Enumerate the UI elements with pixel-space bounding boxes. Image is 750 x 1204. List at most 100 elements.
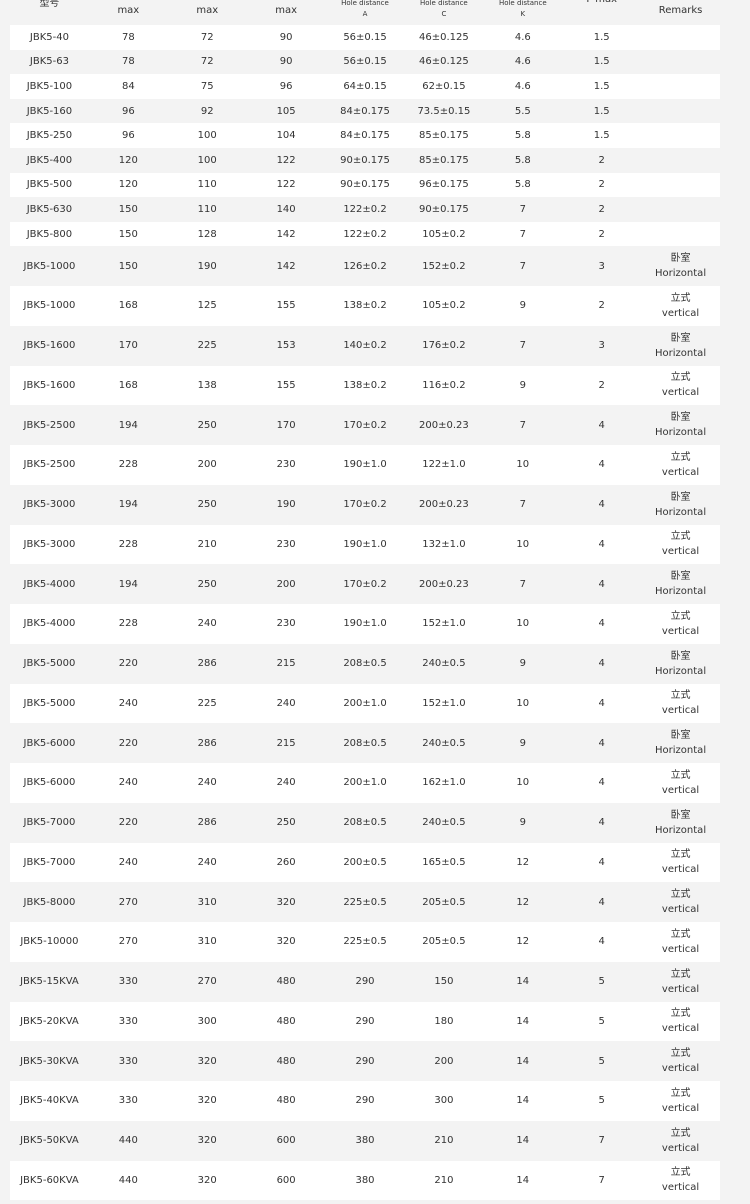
- table-cell: 5: [598, 976, 605, 988]
- header-label: Remarks: [658, 5, 703, 16]
- table-row: JBK5-3000 194 250 190 170±0.2 200±0.23 7 4 卧室 Hor…: [10, 484, 720, 525]
- table-cell: 230: [276, 459, 296, 471]
- table-cell: 320: [197, 1095, 217, 1107]
- table-cell: 122±0.2: [343, 228, 387, 240]
- table-cell: 122: [276, 154, 296, 166]
- remarks-cell: 卧室 Horizontal: [641, 410, 720, 440]
- header-label: max: [275, 5, 298, 16]
- table-cell: 480: [276, 1015, 296, 1027]
- table-cell: 7: [598, 1174, 605, 1186]
- remark-cn: 卧室: [670, 809, 691, 821]
- table-cell: 56±0.15: [343, 56, 387, 68]
- table-cell: JBK5-3000: [23, 499, 76, 511]
- table-cell: 150: [118, 203, 138, 215]
- remarks-cell: 立式 vertical: [641, 967, 720, 997]
- table-cell: 210: [434, 1174, 454, 1186]
- table-cell: JBK5-40: [29, 31, 69, 43]
- table-cell: 270: [118, 896, 138, 908]
- table-cell: 5: [598, 1015, 605, 1027]
- table-row: JBK5-20KVA 330 300 480 290 180 14 5 立式 vertical: [10, 1001, 720, 1042]
- table-cell: 228: [118, 618, 138, 630]
- table-cell: 7: [519, 340, 526, 352]
- remarks-cell: 立式 vertical: [641, 847, 720, 877]
- table-cell: JBK5-160: [26, 105, 73, 117]
- table-cell: 116±0.2: [422, 379, 466, 391]
- table-cell: 240: [197, 856, 217, 868]
- table-cell: 168: [118, 300, 138, 312]
- remark-en: Horizontal: [655, 506, 707, 518]
- header-cell: Hole distance C: [404, 0, 483, 25]
- table-cell: JBK5-4000: [23, 578, 76, 590]
- table-cell: 190±1.0: [343, 538, 387, 550]
- table-cell: 14: [516, 976, 530, 988]
- table-cell: 100: [197, 154, 217, 166]
- table-cell: 190±1.0: [343, 618, 387, 630]
- table-cell: 225: [197, 340, 217, 352]
- table-cell: JBK5-4000: [23, 618, 76, 630]
- table-cell: 270: [197, 976, 217, 988]
- remark-en: Horizontal: [655, 268, 707, 280]
- table-cell: 4: [598, 856, 605, 868]
- table-cell: 14: [516, 1135, 530, 1147]
- table-cell: 300: [434, 1095, 454, 1107]
- table-cell: 110: [197, 179, 217, 191]
- remark-en: vertical: [661, 546, 700, 558]
- remark-cn: 立式: [670, 1087, 691, 1099]
- remark-cn: 立式: [670, 292, 691, 304]
- remark-en: vertical: [661, 784, 700, 796]
- table-cell: 480: [276, 1095, 296, 1107]
- table-cell: 290: [355, 976, 375, 988]
- table-cell: 10: [516, 459, 530, 471]
- table-cell: 250: [197, 419, 217, 431]
- table-row: JBK5-10000 270 310 320 225±0.5 205±0.5 12 4 立式 ve…: [10, 922, 720, 962]
- table-cell: 240: [118, 777, 138, 789]
- table-cell: JBK5-8000: [23, 896, 76, 908]
- table-cell: 10: [516, 697, 530, 709]
- table-cell: 4: [598, 936, 605, 948]
- table-cell: 84±0.175: [340, 105, 390, 117]
- table-cell: 1.5: [593, 31, 610, 43]
- remarks-cell: 立式 vertical: [641, 291, 720, 321]
- remarks-cell: 立式 vertical: [641, 1126, 720, 1156]
- table-cell: 190: [197, 260, 217, 272]
- table-cell: 310: [197, 896, 217, 908]
- table-cell: 270: [118, 936, 138, 948]
- remark-cn: 立式: [670, 451, 691, 463]
- table-cell: 2: [598, 203, 605, 215]
- table-row: JBK5-1000 150 190 142 126±0.2 152±0.2 7 3 卧室 Hori…: [10, 246, 720, 287]
- table-cell: 240±0.5: [422, 658, 466, 670]
- table-cell: 200: [197, 459, 217, 471]
- table-row: JBK5-1600 168 138 155 138±0.2 116±0.2 9 2 立式 vert…: [10, 365, 720, 406]
- table-cell: 90: [279, 31, 293, 43]
- table-cell: 7: [519, 228, 526, 240]
- table-cell: 96: [121, 130, 135, 142]
- table-cell: 7: [519, 203, 526, 215]
- table-cell: 230: [276, 618, 296, 630]
- table-cell: 14: [516, 1174, 530, 1186]
- remarks-cell: 卧室 Horizontal: [641, 490, 720, 520]
- table-row: JBK5-800 150 128 142 122±0.2 105±0.2 7 2: [10, 221, 720, 247]
- remark-en: Horizontal: [655, 824, 707, 836]
- table-cell: 240: [276, 777, 296, 789]
- table-cell: 7: [519, 578, 526, 590]
- table-cell: 150: [118, 228, 138, 240]
- table-cell: 194: [118, 578, 138, 590]
- table-cell: 96: [121, 105, 135, 117]
- remarks-cell: 卧室 Horizontal: [641, 251, 720, 281]
- table-cell: JBK5-400: [26, 154, 73, 166]
- table-cell: 480: [276, 976, 296, 988]
- table-cell: JBK5-800: [26, 228, 73, 240]
- table-cell: 170: [276, 419, 296, 431]
- table-cell: 228: [118, 538, 138, 550]
- table-cell: JBK5-2500: [23, 419, 76, 431]
- table-cell: 205±0.5: [422, 896, 466, 908]
- table-cell: 10: [516, 618, 530, 630]
- table-cell: 110: [197, 203, 217, 215]
- remark-cn: 立式: [670, 769, 691, 781]
- table-row: JBK5-8000 270 310 320 225±0.5 205±0.5 12 4 立式 ver…: [10, 882, 720, 923]
- table-cell: 90±0.175: [419, 203, 469, 215]
- table-cell: 153: [276, 340, 296, 352]
- table-cell: 140±0.2: [343, 340, 387, 352]
- table-cell: 165±0.5: [422, 856, 466, 868]
- table-cell: 170±0.2: [343, 578, 387, 590]
